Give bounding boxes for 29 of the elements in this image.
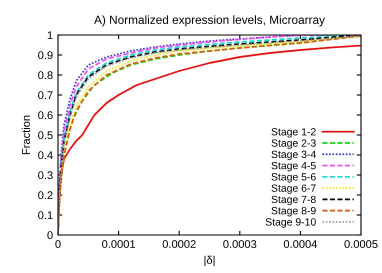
y-tick-label: 0 (47, 231, 53, 240)
x-tick-label: 0.0004 (284, 240, 318, 248)
y-tick-label: 0.3 (38, 171, 53, 180)
y-tick-label: 0.2 (38, 191, 53, 200)
y-tick-label: 0.9 (38, 51, 53, 60)
legend-label: Stage 9-10 (266, 218, 316, 228)
x-tick-label: 0.0002 (162, 240, 196, 248)
legend-label: Stage 2-3 (272, 139, 316, 149)
x-tick-label: 0.0003 (223, 240, 256, 248)
legend-label: Stage 3-4 (272, 150, 316, 160)
y-axis-title: Fraction (22, 116, 30, 154)
x-axis-title: |δ| (204, 256, 214, 266)
x-tick-label: 0 (55, 240, 61, 248)
legend-label: Stage 1-2 (272, 128, 316, 138)
y-tick-label: 1 (48, 31, 53, 40)
legend-label: Stage 8-9 (272, 207, 316, 216)
y-tick-label: 0.7 (38, 91, 53, 100)
y-tick-label: 0.5 (38, 131, 53, 140)
y-tick-label: 0.8 (38, 71, 53, 80)
legend-label: Stage 5-6 (272, 173, 316, 183)
chart-title: A) Normalized expression levels, Microarray (94, 15, 325, 26)
legend-label: Stage 4-5 (272, 162, 316, 172)
x-tick-label: 0.0005 (344, 240, 378, 248)
legend-label: Stage 6-7 (272, 184, 316, 194)
y-tick-label: 0.1 (38, 211, 53, 220)
legend-label: Stage 7-8 (272, 196, 316, 206)
y-tick-label: 0.4 (38, 151, 53, 160)
y-tick-label: 0.6 (38, 111, 53, 120)
x-tick-label: 0.0001 (102, 240, 136, 248)
